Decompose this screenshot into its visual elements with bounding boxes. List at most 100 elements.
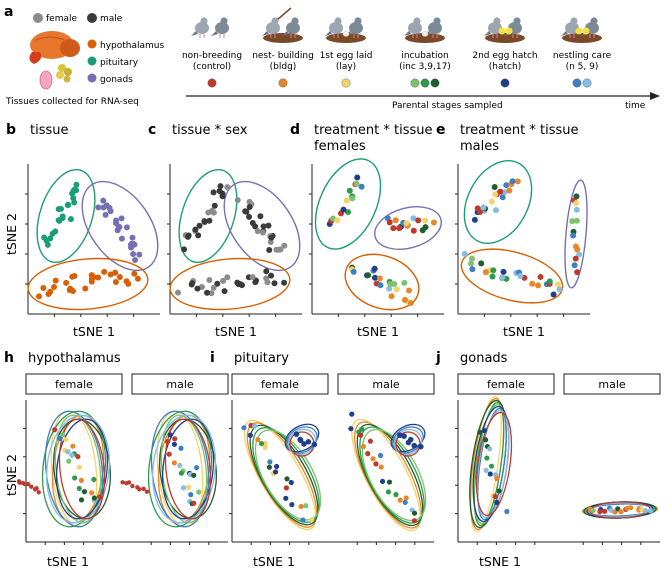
stage-dot bbox=[572, 78, 582, 88]
point-pituitary bbox=[43, 237, 50, 244]
chick-icon bbox=[498, 27, 506, 35]
panel-title-h: hypothalamus bbox=[28, 351, 121, 366]
panel-letter-b: b bbox=[6, 122, 16, 138]
ellipse-stage bbox=[164, 418, 212, 520]
facet-strip-female bbox=[25, 373, 123, 395]
panel-title-j: gonads bbox=[460, 351, 508, 366]
point-treatment bbox=[385, 489, 392, 495]
facet-strip-female bbox=[231, 373, 329, 395]
point-treatment bbox=[492, 191, 499, 198]
point-sex bbox=[217, 183, 224, 190]
point-sex bbox=[243, 208, 250, 215]
point-hypothalamus bbox=[47, 288, 54, 295]
point-treatment bbox=[354, 174, 361, 181]
panel-c: c tissue * sex tSNE 1 bbox=[148, 122, 302, 339]
point-treatment bbox=[514, 178, 521, 185]
point-control bbox=[120, 480, 125, 485]
arrow-head bbox=[650, 92, 660, 100]
point-treatment bbox=[386, 479, 393, 485]
point-treatment bbox=[376, 275, 383, 282]
panel-title-i: pituitary bbox=[234, 351, 289, 366]
female-legend-dot bbox=[33, 13, 43, 23]
ellipse-gonads bbox=[81, 180, 159, 272]
legend-male: male bbox=[100, 14, 123, 24]
point-treatment bbox=[571, 262, 578, 269]
point-treatment bbox=[469, 266, 476, 273]
point-treatment bbox=[418, 443, 424, 450]
point-control bbox=[141, 486, 146, 492]
point-sex bbox=[281, 279, 288, 286]
point-treatment bbox=[288, 479, 294, 486]
nest-icon bbox=[405, 33, 445, 43]
point-treatment bbox=[70, 443, 76, 449]
point-treatment bbox=[481, 427, 487, 434]
point-treatment bbox=[407, 436, 414, 443]
point-control bbox=[144, 489, 150, 494]
point-sex bbox=[246, 204, 253, 211]
point-treatment bbox=[334, 217, 341, 224]
egg-icon bbox=[342, 31, 350, 37]
point-treatment bbox=[488, 463, 495, 469]
point-treatment bbox=[484, 455, 490, 461]
point-treatment bbox=[258, 440, 265, 447]
point-treatment bbox=[188, 492, 194, 498]
ellipse-gonads bbox=[564, 179, 588, 289]
chick-icon bbox=[575, 27, 583, 35]
point-sex bbox=[249, 274, 256, 281]
ellipse-stage bbox=[351, 418, 421, 532]
point-hypothalamus bbox=[112, 269, 119, 276]
point-treatment bbox=[572, 255, 579, 262]
point-gonads bbox=[132, 257, 139, 264]
egg-icon bbox=[421, 31, 429, 37]
point-treatment bbox=[353, 180, 360, 187]
point-treatment bbox=[358, 432, 364, 438]
point-treatment bbox=[483, 467, 489, 473]
point-treatment bbox=[411, 518, 418, 524]
point-sex bbox=[210, 284, 217, 291]
point-treatment bbox=[602, 508, 608, 514]
bird-head bbox=[220, 17, 228, 25]
point-treatment bbox=[535, 282, 542, 289]
point-treatment bbox=[262, 444, 268, 451]
bird-head bbox=[513, 17, 521, 25]
point-treatment bbox=[411, 510, 418, 516]
stage-sublabel-4: (hatch) bbox=[489, 62, 521, 72]
point-treatment bbox=[69, 452, 75, 458]
point-hypothalamus bbox=[63, 279, 70, 286]
ellipse-stage bbox=[470, 395, 502, 533]
point-treatment bbox=[378, 464, 384, 470]
point-treatment bbox=[283, 495, 289, 501]
point-sex bbox=[254, 228, 261, 235]
bird-body bbox=[428, 22, 442, 34]
stage-2: 1st egg laid(lay) bbox=[320, 17, 372, 88]
stage-5: nestling care(n 5, 9) bbox=[553, 17, 612, 88]
point-hypothalamus bbox=[101, 268, 108, 275]
point-treatment bbox=[392, 217, 399, 224]
point-treatment bbox=[410, 227, 417, 234]
point-sex bbox=[208, 290, 215, 297]
point-treatment bbox=[301, 441, 307, 447]
bird-head bbox=[354, 17, 362, 25]
stage-sublabel-1: (bldg) bbox=[270, 62, 297, 72]
point-sex bbox=[206, 217, 213, 224]
point-control bbox=[20, 480, 26, 486]
point-gonads bbox=[118, 215, 125, 222]
point-control bbox=[29, 484, 34, 489]
tissue-dot-1 bbox=[87, 56, 97, 66]
point-treatment bbox=[506, 187, 513, 194]
point-sex bbox=[189, 280, 196, 287]
point-hypothalamus bbox=[112, 279, 119, 286]
point-treatment bbox=[393, 492, 399, 498]
point-treatment bbox=[406, 287, 413, 294]
point-treatment bbox=[618, 509, 624, 515]
facet-label-male: male bbox=[372, 378, 400, 391]
point-treatment bbox=[171, 441, 178, 447]
panel-h: h hypothalamus tSNE 1 female male bbox=[4, 350, 229, 569]
point-treatment bbox=[573, 206, 580, 213]
point-treatment bbox=[597, 509, 603, 515]
point-treatment bbox=[461, 250, 468, 257]
facet-strip-male bbox=[563, 373, 661, 395]
point-treatment bbox=[305, 439, 312, 445]
point-sex bbox=[201, 218, 208, 225]
